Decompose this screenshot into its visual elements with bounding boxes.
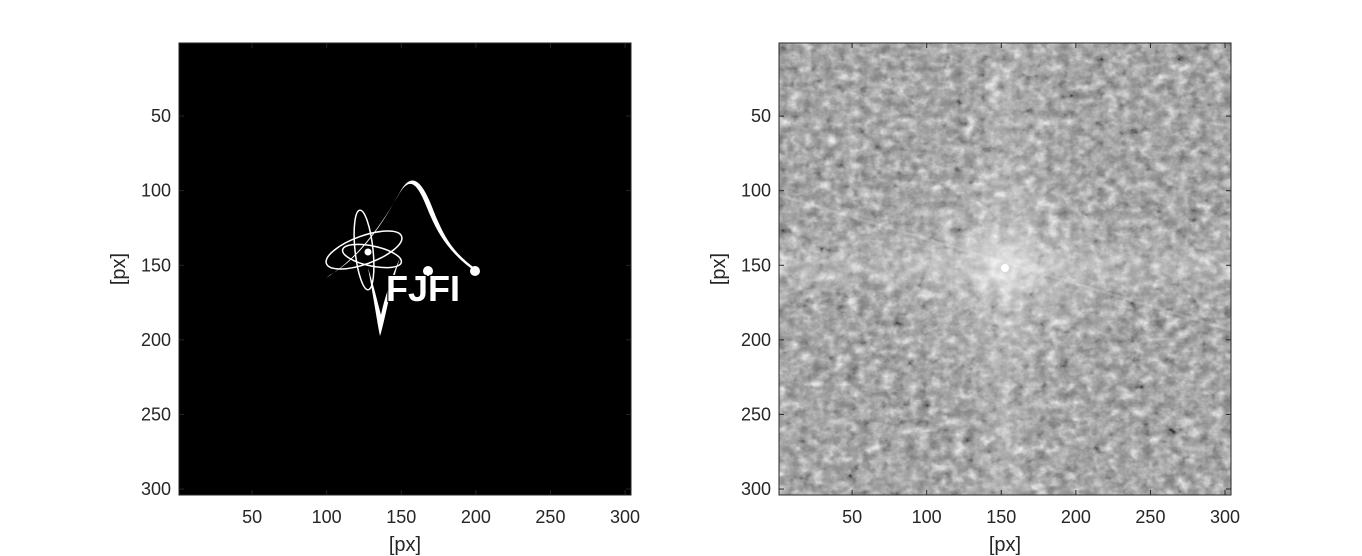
x-tick-label: 100 <box>312 507 342 527</box>
right-y-ticks: 50 100 150 200 250 300 <box>741 106 1231 499</box>
left-y-ticks: 50 100 150 200 250 300 <box>141 106 631 499</box>
y-tick-label: 300 <box>141 479 171 499</box>
right-image-axes: 50 100 150 200 250 300 50 100 150 200 250 300 [px]… <box>708 42 1240 556</box>
fjfi-logo-image: FJFI <box>325 180 480 336</box>
x-tick-label: 50 <box>842 507 862 527</box>
right-spectrum-image <box>779 43 1231 495</box>
y-tick-label: 200 <box>741 330 771 350</box>
left-x-ticks: 50 100 150 200 250 300 <box>242 43 640 527</box>
right-x-ticks: 50 100 150 200 250 300 <box>842 43 1240 527</box>
left-image-plot-area <box>179 43 631 495</box>
left-y-axis-label: [px] <box>108 253 130 285</box>
x-tick-label: 100 <box>912 507 942 527</box>
y-tick-label: 100 <box>141 181 171 201</box>
y-tick-label: 200 <box>141 330 171 350</box>
x-tick-label: 200 <box>461 507 491 527</box>
right-x-axis-label: [px] <box>989 534 1021 556</box>
left-axes-box <box>178 42 632 496</box>
y-tick-label: 300 <box>741 479 771 499</box>
x-tick-label: 50 <box>242 507 262 527</box>
y-tick-label: 250 <box>141 404 171 424</box>
y-tick-label: 50 <box>151 106 171 126</box>
x-tick-label: 150 <box>386 507 416 527</box>
x-tick-label: 150 <box>986 507 1016 527</box>
x-tick-label: 250 <box>535 507 565 527</box>
x-tick-label: 200 <box>1061 507 1091 527</box>
left-image-axes: FJFI 50 100 150 200 250 300 50 100 150 200 250 300… <box>108 42 640 556</box>
x-tick-label: 250 <box>1135 507 1165 527</box>
y-tick-label: 100 <box>741 181 771 201</box>
logo-letters: FJFI <box>386 268 460 309</box>
y-tick-label: 150 <box>141 255 171 275</box>
left-x-axis-label: [px] <box>389 534 421 556</box>
right-y-axis-label: [px] <box>708 253 730 285</box>
y-tick-label: 50 <box>751 106 771 126</box>
right-axes-box <box>778 42 1232 496</box>
x-tick-label: 300 <box>610 507 640 527</box>
y-tick-label: 250 <box>741 404 771 424</box>
y-tick-label: 150 <box>741 255 771 275</box>
x-tick-label: 300 <box>1210 507 1240 527</box>
